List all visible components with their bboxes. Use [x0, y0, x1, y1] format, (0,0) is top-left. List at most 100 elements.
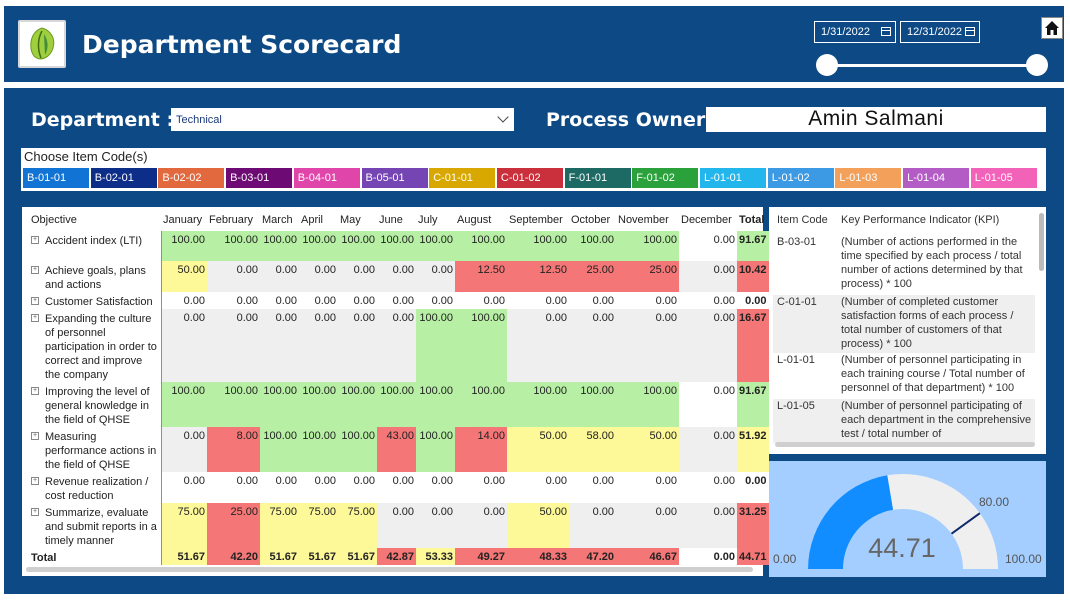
expand-icon[interactable]: + — [31, 387, 39, 395]
page-title: Department Scorecard — [82, 30, 402, 59]
home-button[interactable] — [1041, 17, 1063, 39]
column-header-january[interactable]: January — [163, 214, 203, 226]
column-header-september[interactable]: September — [509, 214, 563, 226]
month-value-cell: 100.00 — [299, 382, 338, 427]
kpi-header-row: Item Code Key Performance Indicator (KPI… — [773, 213, 1035, 233]
item-code-chip[interactable]: B-05-01 — [361, 168, 428, 188]
total-label: Total — [27, 548, 162, 565]
objective-name: Measuring performance actions in the fie… — [45, 431, 157, 471]
month-value-cell: 0.00 — [377, 472, 416, 503]
item-code-chip[interactable]: L-01-05 — [970, 168, 1037, 188]
item-code-chip[interactable]: B-02-01 — [90, 168, 157, 188]
expand-icon[interactable]: + — [31, 266, 39, 274]
month-value-cell: 0.00 — [299, 472, 338, 503]
month-value-cell: 0.00 — [569, 472, 616, 503]
month-value-cell: 0.00 — [207, 292, 260, 309]
column-header-july[interactable]: July — [418, 214, 438, 226]
month-value-cell: 0.00 — [679, 309, 737, 382]
department-dropdown[interactable]: Technical — [171, 108, 514, 131]
item-code-chip[interactable]: B-04-01 — [293, 168, 360, 188]
expand-icon[interactable]: + — [31, 432, 39, 440]
month-value-cell: 75.00 — [338, 503, 377, 548]
objective-cell: + Achieve goals, plans and actions — [27, 261, 162, 292]
table-row: + Achieve goals, plans and actions 50.00 0.… — [27, 261, 769, 292]
expand-icon[interactable]: + — [31, 297, 39, 305]
month-value-cell: 0.00 — [679, 472, 737, 503]
column-header-total[interactable]: Total — [739, 214, 765, 226]
objective-cell: + Revenue realization / cost reduction — [27, 472, 162, 503]
month-value-cell: 0.00 — [455, 292, 507, 309]
end-date-input[interactable]: 12/31/2022 — [900, 21, 980, 43]
column-header-november[interactable]: November — [618, 214, 669, 226]
date-range-slider-track[interactable] — [832, 64, 1042, 67]
horizontal-scrollbar[interactable] — [775, 442, 1035, 447]
column-header-december[interactable]: December — [681, 214, 732, 226]
column-total-cell: 46.67 — [616, 548, 679, 565]
expand-icon[interactable]: + — [31, 314, 39, 322]
item-code-chip[interactable]: C-01-01 — [429, 168, 496, 188]
item-code-chip[interactable]: L-01-01 — [700, 168, 766, 188]
month-value-cell: 25.00 — [207, 503, 260, 548]
gauge-max-label: 100.00 — [1005, 552, 1042, 566]
column-total-cell: 51.67 — [338, 548, 377, 565]
month-value-cell: 0.00 — [679, 427, 737, 472]
month-value-cell: 100.00 — [260, 382, 299, 427]
column-header-objective[interactable]: Objective — [31, 214, 77, 226]
kpi-item-code: L-01-01 — [777, 354, 815, 366]
column-header-february[interactable]: February — [209, 214, 254, 226]
column-total-cell: 51.67 — [260, 548, 299, 565]
column-total-cell: 51.67 — [161, 548, 207, 565]
item-code-chip[interactable]: L-01-03 — [835, 168, 902, 188]
item-code-slicer-title: Choose Item Code(s) — [24, 149, 148, 164]
month-value-cell: 100.00 — [377, 231, 416, 261]
month-value-cell: 0.00 — [679, 292, 737, 309]
item-code-chip[interactable]: B-01-01 — [23, 168, 89, 188]
column-header-august[interactable]: August — [457, 214, 492, 226]
column-header-april[interactable]: April — [301, 214, 324, 226]
item-code-chip[interactable]: C-01-02 — [496, 168, 563, 188]
month-value-cell: 100.00 — [455, 231, 507, 261]
vertical-scrollbar[interactable] — [1039, 213, 1044, 271]
month-value-cell: 50.00 — [161, 261, 207, 292]
item-code-chip[interactable]: L-01-04 — [903, 168, 970, 188]
kpi-row: L-01-01 (Number of personnel participatin… — [773, 353, 1035, 397]
main-panel: Department : Technical Process Owner : A… — [4, 88, 1064, 594]
item-code-chip[interactable]: F-01-02 — [632, 168, 699, 188]
month-value-cell: 0.00 — [299, 292, 338, 309]
item-code-chip[interactable]: B-03-01 — [226, 168, 293, 188]
item-code-chip[interactable]: B-02-02 — [158, 168, 225, 188]
column-header-june[interactable]: June — [379, 214, 403, 226]
objective-name: Summarize, evaluate and submit reports i… — [45, 507, 157, 547]
month-value-cell: 8.00 — [207, 427, 260, 472]
item-code-chip[interactable]: L-01-02 — [767, 168, 834, 188]
horizontal-scrollbar[interactable] — [26, 567, 753, 572]
objective-name: Improving the level of general knowledge… — [45, 386, 150, 426]
month-value-cell: 0.00 — [616, 292, 679, 309]
month-value-cell: 0.00 — [416, 261, 455, 292]
expand-icon[interactable]: + — [31, 508, 39, 516]
gauge-target-label: 80.00 — [979, 495, 1009, 509]
kpi-description: (Number of actions performed in the time… — [841, 236, 1023, 290]
month-value-cell: 100.00 — [299, 427, 338, 472]
expand-icon[interactable]: + — [31, 477, 39, 485]
column-header-march[interactable]: March — [262, 214, 293, 226]
expand-icon[interactable]: + — [31, 236, 39, 244]
column-header-may[interactable]: May — [340, 214, 361, 226]
calendar-icon[interactable] — [965, 27, 975, 36]
month-value-cell: 0.00 — [507, 309, 569, 382]
column-header-october[interactable]: October — [571, 214, 611, 226]
gauge-panel: 0.00 100.00 80.00 44.71 — [769, 461, 1046, 577]
date-slider-start-handle[interactable] — [816, 54, 838, 76]
start-date-input[interactable]: 1/31/2022 — [814, 21, 896, 43]
month-value-cell: 100.00 — [377, 382, 416, 427]
month-value-cell: 0.00 — [338, 309, 377, 382]
calendar-icon[interactable] — [881, 27, 891, 36]
month-value-cell: 100.00 — [207, 382, 260, 427]
month-value-cell: 0.00 — [507, 292, 569, 309]
kpi-header-kpi: Key Performance Indicator (KPI) — [841, 214, 1000, 226]
date-slider-end-handle[interactable] — [1026, 54, 1048, 76]
item-code-slicer: Choose Item Code(s) B-01-01 B-02-01 B-02-0… — [21, 148, 1046, 191]
month-value-cell: 0.00 — [207, 261, 260, 292]
item-code-chip[interactable]: F-01-01 — [564, 168, 631, 188]
row-total-cell: 0.00 — [737, 472, 769, 503]
